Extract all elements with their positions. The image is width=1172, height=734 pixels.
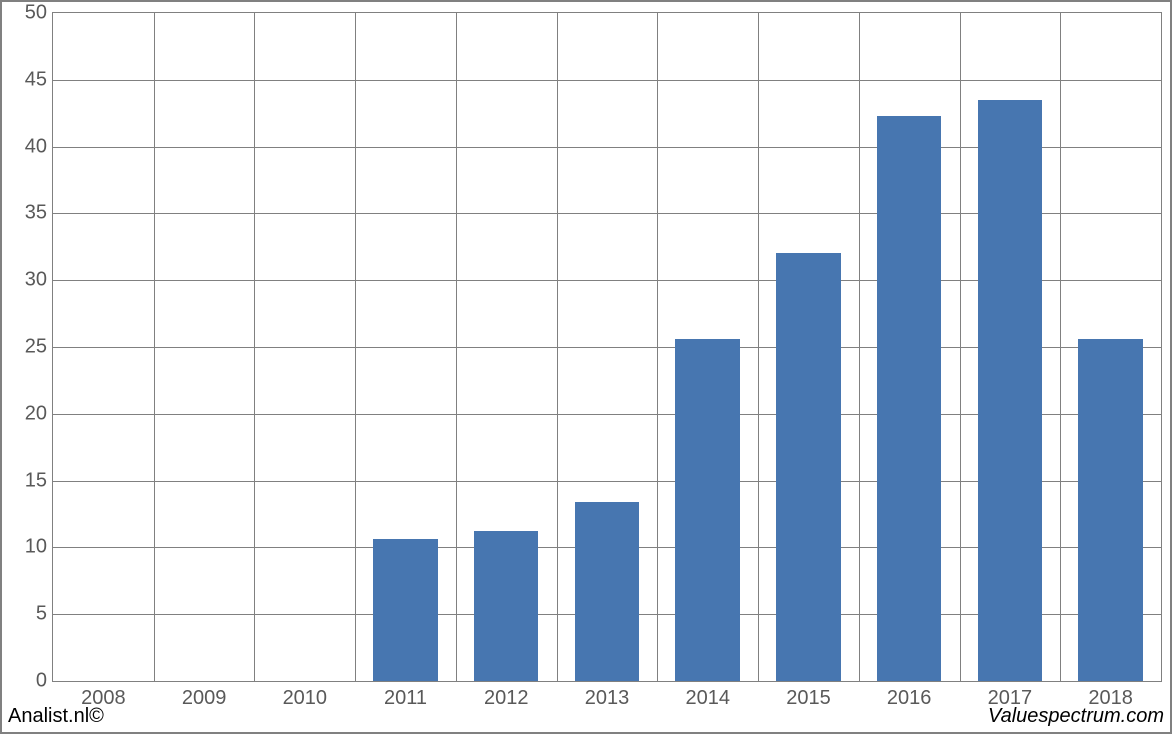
x-tick-label: 2010 [283,681,328,710]
gridline-v [657,13,658,681]
bar [373,539,437,681]
bar [675,339,739,681]
x-tick-label: 2015 [786,681,831,710]
footer-left-credit: Analist.nl© [8,705,104,728]
bar [877,116,941,681]
gridline-v [456,13,457,681]
x-tick-label: 2011 [384,681,427,710]
bar [776,253,840,681]
y-tick-label: 10 [25,536,53,559]
gridline-v [960,13,961,681]
bar [1078,339,1142,681]
y-tick-label: 50 [25,2,53,25]
y-tick-label: 20 [25,402,53,425]
chart-frame: 0510152025303540455020082009201020112012… [0,0,1172,734]
bar [575,502,639,681]
x-tick-label: 2009 [182,681,227,710]
y-tick-label: 5 [36,603,53,626]
y-tick-label: 0 [36,670,53,693]
gridline-v [254,13,255,681]
gridline-v [355,13,356,681]
x-tick-label: 2016 [887,681,932,710]
gridline-h [53,80,1161,81]
gridline-v [1060,13,1061,681]
y-tick-label: 40 [25,135,53,158]
footer-right-credit: Valuespectrum.com [988,705,1164,728]
gridline-v [758,13,759,681]
x-tick-label: 2013 [585,681,630,710]
plot-area: 0510152025303540455020082009201020112012… [52,12,1162,682]
y-tick-label: 45 [25,68,53,91]
y-tick-label: 25 [25,336,53,359]
y-tick-label: 35 [25,202,53,225]
x-tick-label: 2012 [484,681,529,710]
gridline-v [859,13,860,681]
y-tick-label: 30 [25,269,53,292]
gridline-v [154,13,155,681]
x-tick-label: 2014 [685,681,730,710]
bar [978,100,1042,681]
gridline-v [557,13,558,681]
y-tick-label: 15 [25,469,53,492]
bar [474,531,538,681]
